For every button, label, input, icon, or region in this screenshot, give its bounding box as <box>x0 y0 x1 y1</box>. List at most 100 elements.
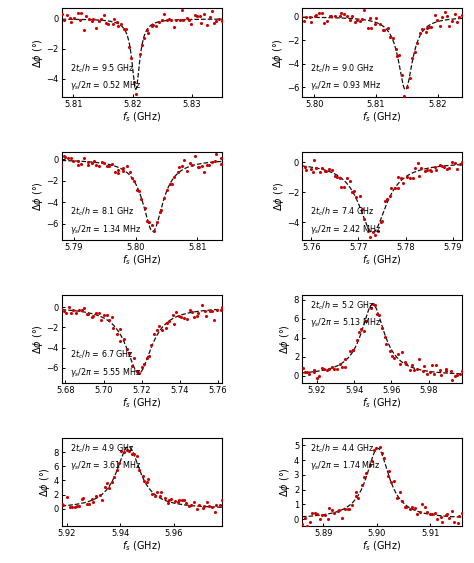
Point <box>398 496 406 505</box>
Point <box>96 162 103 171</box>
Point <box>113 329 121 338</box>
Point <box>90 497 97 506</box>
Point <box>367 23 375 32</box>
Point <box>115 458 123 467</box>
Point <box>379 26 387 35</box>
Point <box>117 324 124 333</box>
Point <box>130 449 137 458</box>
Point <box>183 14 191 23</box>
Point <box>383 194 391 203</box>
Point <box>320 19 328 28</box>
Point <box>417 28 424 37</box>
Point <box>84 158 91 167</box>
Point <box>454 17 461 26</box>
Point <box>162 323 169 332</box>
Point <box>443 11 450 20</box>
Point <box>160 194 168 203</box>
Point <box>348 11 356 20</box>
Point <box>133 185 140 194</box>
Point <box>178 496 185 505</box>
Point <box>126 167 133 176</box>
Point <box>401 358 409 367</box>
Point <box>210 19 218 28</box>
Point <box>188 20 195 29</box>
Point <box>115 166 122 175</box>
Point <box>175 162 182 171</box>
Point <box>403 172 410 181</box>
Point <box>110 14 118 23</box>
Point <box>413 509 421 518</box>
Point <box>316 372 323 381</box>
Point <box>203 160 211 169</box>
Point <box>370 445 378 454</box>
Point <box>395 173 402 182</box>
Point <box>333 365 340 374</box>
Point <box>92 491 100 501</box>
Point <box>201 10 208 19</box>
Point <box>301 162 309 171</box>
Point <box>426 166 433 175</box>
Point <box>341 505 348 514</box>
Point <box>430 370 438 379</box>
Y-axis label: $\Delta\phi$ (°): $\Delta\phi$ (°) <box>31 181 45 211</box>
Point <box>406 73 414 82</box>
Point <box>128 362 136 371</box>
Point <box>71 502 79 511</box>
Point <box>450 517 458 526</box>
Point <box>407 505 414 514</box>
Point <box>365 24 372 33</box>
Point <box>213 305 221 314</box>
Point <box>387 477 395 486</box>
Point <box>448 158 456 167</box>
Point <box>431 162 438 171</box>
Point <box>346 504 353 513</box>
Point <box>454 518 462 527</box>
Point <box>157 205 165 215</box>
Point <box>428 360 436 369</box>
Point <box>391 477 398 486</box>
Point <box>74 160 82 169</box>
Point <box>190 497 198 506</box>
Point <box>375 310 383 319</box>
Point <box>408 503 416 512</box>
X-axis label: $f_s$ (GHz): $f_s$ (GHz) <box>363 539 401 553</box>
Point <box>139 472 146 481</box>
X-axis label: $f_s$ (GHz): $f_s$ (GHz) <box>363 253 401 267</box>
Point <box>334 507 341 516</box>
Point <box>312 163 319 172</box>
Point <box>391 354 398 363</box>
Point <box>388 351 396 360</box>
Point <box>143 217 151 226</box>
Point <box>216 501 223 510</box>
Point <box>191 151 199 160</box>
Point <box>88 494 96 503</box>
Point <box>201 167 208 176</box>
Point <box>368 456 376 465</box>
Point <box>183 166 191 175</box>
Point <box>411 504 419 513</box>
Point <box>337 9 345 18</box>
Point <box>163 15 171 24</box>
Point <box>215 14 222 23</box>
Point <box>173 15 180 24</box>
Point <box>70 14 78 23</box>
Point <box>393 52 401 61</box>
Point <box>424 166 431 175</box>
Point <box>323 17 331 26</box>
Point <box>402 360 410 369</box>
Point <box>98 495 105 504</box>
Point <box>67 309 75 318</box>
Point <box>448 375 456 384</box>
Point <box>301 16 308 25</box>
Point <box>409 173 417 182</box>
Point <box>60 15 68 24</box>
Text: $2t_c/h$ = 5.2 GHz
$\gamma_s/2\pi$ = 5.13 MHz: $2t_c/h$ = 5.2 GHz $\gamma_s/2\pi$ = 5.1… <box>310 300 381 329</box>
Point <box>82 12 90 21</box>
Point <box>409 54 416 63</box>
Point <box>154 217 161 226</box>
Point <box>307 518 314 527</box>
Point <box>353 15 360 24</box>
Point <box>178 162 186 171</box>
Point <box>331 171 338 180</box>
Point <box>411 164 419 173</box>
